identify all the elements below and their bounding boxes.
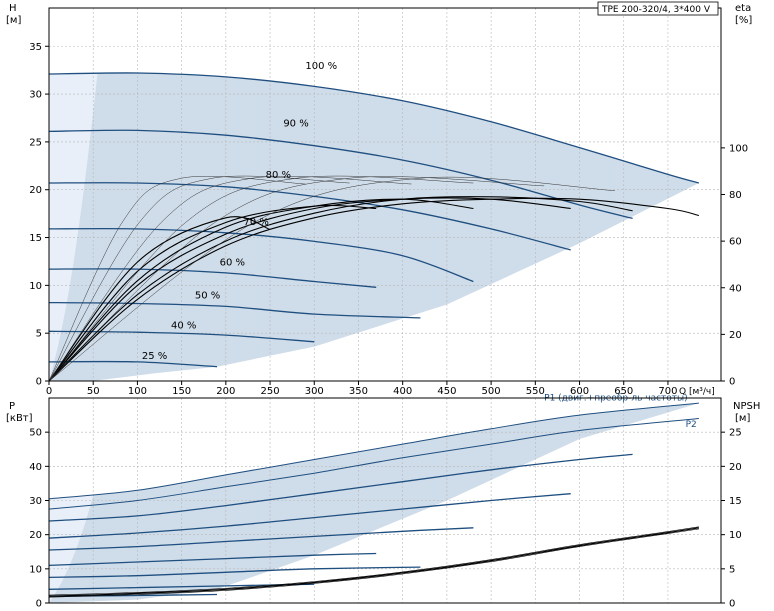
x-tick-label: 700 bbox=[658, 386, 677, 397]
x-tick-label: 600 bbox=[570, 386, 589, 397]
power-curve bbox=[48, 566, 421, 579]
head-plot: 100 % 90 % 80 % 70 % 60 % 50 % 40 % 25 % 0 5 10 15 2… bbox=[6, 1, 752, 397]
x-tick-label: 650 bbox=[614, 386, 633, 397]
y2-tick-label: 100 bbox=[729, 143, 748, 154]
x-tick-label: 250 bbox=[261, 386, 280, 397]
y2-tick-label: 15 bbox=[729, 496, 742, 507]
y-tick-label: 20 bbox=[29, 185, 42, 196]
npsh-curve bbox=[48, 526, 699, 596]
power-curve bbox=[48, 402, 699, 500]
series-label: P2 bbox=[686, 420, 697, 430]
y2-tick-label: 40 bbox=[729, 283, 742, 294]
x-tick-label: 350 bbox=[349, 386, 368, 397]
y-tick-label: 40 bbox=[29, 462, 42, 473]
y2-axis-label: NPSH bbox=[733, 401, 760, 412]
efficiency-curve bbox=[48, 216, 271, 382]
y-axis-unit: [м] bbox=[6, 15, 21, 26]
curve-label: 100 % bbox=[305, 61, 337, 72]
head-curve bbox=[48, 227, 474, 283]
curve-label: 50 % bbox=[195, 291, 220, 302]
x-tick-label: 50 bbox=[87, 386, 100, 397]
power-curve bbox=[48, 418, 699, 510]
curve-label: 80 % bbox=[266, 170, 291, 181]
x-tick-label: 400 bbox=[393, 386, 412, 397]
y2-tick-label: 0 bbox=[729, 377, 735, 388]
x-tick-label: 500 bbox=[482, 386, 501, 397]
y-tick-label: 30 bbox=[29, 496, 42, 507]
npsh-curve bbox=[48, 528, 699, 598]
y-tick-label: 30 bbox=[29, 90, 42, 101]
efficiency-curve bbox=[48, 196, 633, 382]
efficiency-curve bbox=[48, 197, 571, 382]
power-curve bbox=[48, 552, 377, 567]
y-tick-label: 35 bbox=[29, 42, 42, 53]
iso-efficiency-line bbox=[48, 175, 474, 382]
iso-efficiency-line bbox=[48, 175, 350, 382]
curve-label: 70 % bbox=[244, 217, 269, 228]
y2-tick-label: 80 bbox=[729, 190, 742, 201]
y2-tick-label: 60 bbox=[729, 237, 742, 248]
y2-axis-unit: [%] bbox=[735, 15, 752, 26]
chart-title: TPE 200-320/4, 3*400 V bbox=[601, 5, 711, 15]
low-flow-region bbox=[49, 73, 98, 382]
y-axis-label: P bbox=[9, 401, 15, 412]
y-tick-label: 25 bbox=[29, 137, 42, 148]
x-tick-label: 450 bbox=[437, 386, 456, 397]
y2-axis-label: eta bbox=[735, 3, 751, 14]
x-axis-label: Q [м³/ч] bbox=[679, 387, 715, 397]
y-tick-label: 5 bbox=[36, 329, 42, 340]
operating-envelope bbox=[49, 72, 699, 381]
x-tick-label: 550 bbox=[526, 386, 545, 397]
y2-tick-label: 0 bbox=[729, 599, 735, 610]
y-tick-label: 10 bbox=[29, 281, 42, 292]
y2-axis-unit: [м] bbox=[735, 413, 750, 424]
head-curve bbox=[48, 330, 315, 343]
efficiency-curve bbox=[48, 204, 377, 382]
efficiency-curve bbox=[48, 197, 700, 382]
curve-label: 90 % bbox=[283, 119, 308, 130]
series-label: P1 (двиг.+преобр-ль частоты) bbox=[544, 394, 688, 404]
head-curve bbox=[48, 301, 421, 319]
y-axis-unit: [кВт] bbox=[6, 413, 33, 424]
iso-efficiency-line bbox=[48, 176, 615, 382]
x-tick-label: 200 bbox=[216, 386, 235, 397]
y-axis-label: H bbox=[9, 3, 17, 14]
y-tick-label: 0 bbox=[36, 599, 42, 610]
x-tick-label: 100 bbox=[128, 386, 147, 397]
power-curve bbox=[48, 493, 571, 539]
x-tick-label: 150 bbox=[172, 386, 191, 397]
y-tick-label: 10 bbox=[29, 564, 42, 575]
head-curve bbox=[48, 72, 700, 184]
y2-tick-label: 5 bbox=[729, 564, 735, 575]
power-curve bbox=[48, 527, 474, 551]
y2-tick-label: 20 bbox=[729, 330, 742, 341]
power-curve bbox=[48, 453, 633, 522]
head-curve bbox=[48, 268, 377, 288]
y-tick-label: 50 bbox=[29, 428, 42, 439]
x-tick-label: 300 bbox=[305, 386, 324, 397]
npsh-curve bbox=[48, 527, 699, 597]
y-tick-label: 20 bbox=[29, 530, 42, 541]
efficiency-curve bbox=[48, 198, 474, 382]
title-box bbox=[597, 1, 719, 16]
power-envelope bbox=[49, 403, 699, 603]
curve-label: 40 % bbox=[171, 320, 196, 331]
iso-efficiency-line bbox=[48, 175, 412, 382]
y2-tick-label: 25 bbox=[729, 428, 742, 439]
y2-tick-label: 10 bbox=[729, 530, 742, 541]
curve-label: 25 % bbox=[142, 351, 167, 362]
power-plot: P1 (двиг.+преобр-ль частоты)P20102030405… bbox=[6, 394, 760, 610]
y-tick-label: 15 bbox=[29, 233, 42, 244]
y2-tick-label: 20 bbox=[729, 462, 742, 473]
iso-efficiency-line bbox=[48, 176, 545, 382]
x-tick-label: 0 bbox=[46, 386, 52, 397]
curve-label: 60 % bbox=[220, 257, 245, 268]
y-tick-label: 0 bbox=[36, 377, 42, 388]
